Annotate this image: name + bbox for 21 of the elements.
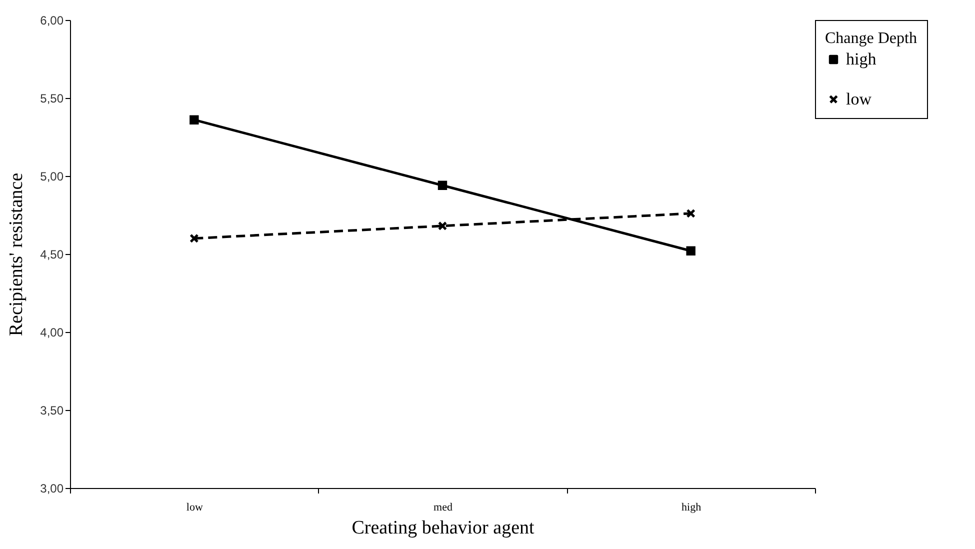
y-axis-title: Recipients' resistance	[6, 172, 28, 336]
point	[438, 180, 448, 190]
y-tick-label: 6,00	[40, 14, 64, 28]
y-tick-label: 5,50	[40, 92, 64, 106]
y-tick-label: 3,50	[40, 404, 64, 418]
legend-label: low	[846, 90, 872, 108]
point	[686, 208, 696, 218]
point	[686, 246, 696, 256]
legend-label: high	[846, 50, 877, 68]
point	[190, 115, 199, 124]
y-tick-label: 5,00	[40, 170, 64, 184]
x-tick-label: med	[434, 502, 453, 514]
y-tick-label: 4,00	[40, 326, 64, 340]
x-tick-label: low	[186, 502, 203, 514]
x-tick-label: high	[682, 502, 702, 514]
point	[190, 234, 199, 244]
legend-title: Change Depth	[825, 30, 917, 47]
y-tick-label: 4,50	[40, 248, 64, 262]
x-axis-title: Creating behavior agent	[352, 518, 535, 538]
y-tick-label: 3,00	[40, 482, 64, 496]
point	[438, 221, 448, 231]
